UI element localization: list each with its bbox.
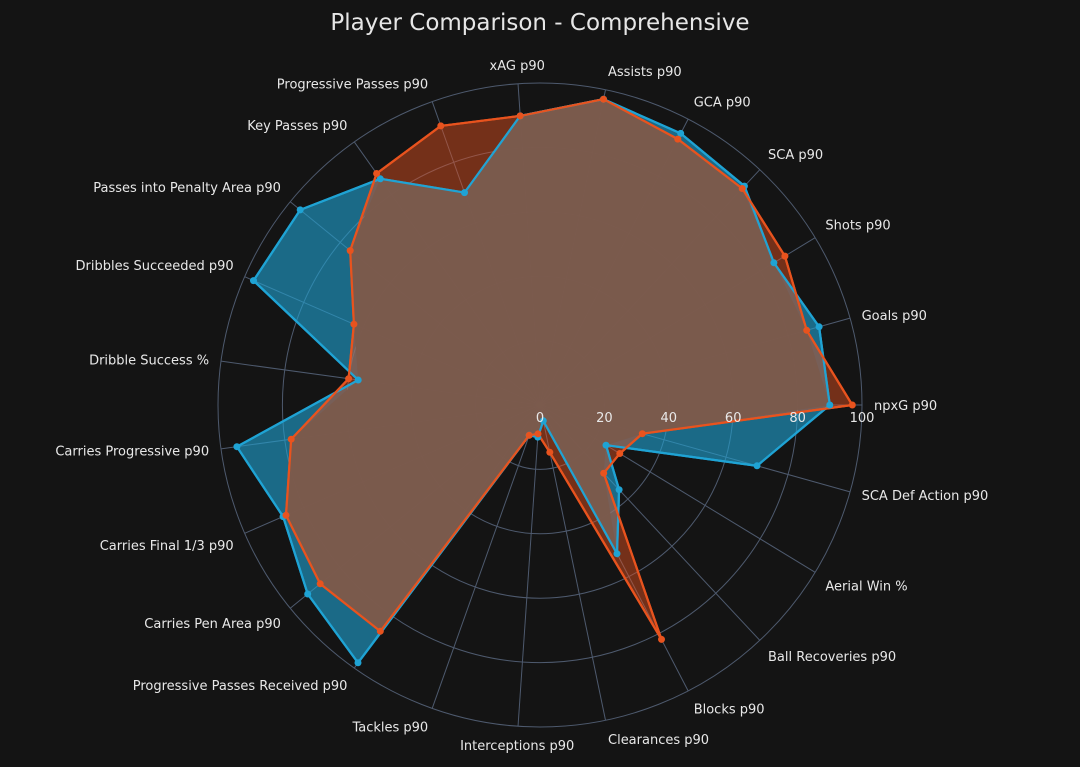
axis-label-4: GCA p90 [694, 95, 751, 110]
series-b-point-20 [600, 469, 608, 477]
series-a-point-19 [613, 550, 621, 558]
series-b-point-7 [437, 122, 445, 130]
axis-label-7: Progressive Passes p90 [277, 77, 428, 92]
series-b-point-2 [781, 252, 789, 260]
axis-label-21: Aerial Win % [825, 580, 907, 595]
axis-label-6: xAG p90 [490, 59, 545, 74]
series-b-point-3 [738, 185, 746, 192]
axis-label-19: Blocks p90 [694, 703, 765, 718]
axis-label-17: Interceptions p90 [460, 739, 574, 754]
series-b-point-15 [376, 627, 384, 635]
series-a-point-18 [539, 417, 547, 425]
axis-label-18: Clearances p90 [608, 733, 709, 748]
axis-label-5: Assists p90 [608, 65, 682, 80]
axis-label-8: Key Passes p90 [247, 119, 347, 134]
series-b-point-4 [674, 135, 682, 143]
r-tick-label: 40 [661, 411, 678, 426]
series-a-line [235, 98, 831, 665]
axis-label-16: Tackles p90 [351, 721, 428, 736]
series-a-point-11 [354, 376, 362, 384]
series-a-point-20 [615, 486, 623, 494]
series-b-point-1 [803, 326, 811, 334]
r-tick-label: 20 [596, 411, 613, 426]
r-tick-label: 60 [725, 411, 742, 426]
r-tick-label: 80 [789, 411, 806, 426]
axis-label-2: Shots p90 [825, 219, 890, 234]
axis-label-20: Ball Recoveries p90 [768, 650, 896, 665]
series-b-point-16 [525, 431, 533, 439]
series-b-point-9 [346, 247, 354, 255]
r-tick-label: 0 [536, 411, 544, 426]
series-a-point-21 [602, 441, 610, 449]
series-b-point-10 [350, 320, 358, 328]
series-overlap-area [286, 99, 830, 632]
series-b-point-22 [638, 430, 646, 438]
axis-label-22: SCA Def Action p90 [862, 489, 989, 504]
spoke-17 [517, 404, 541, 727]
series-b-point-12 [287, 435, 295, 443]
axis-label-0: npxG p90 [874, 399, 937, 414]
series-b-point-6 [516, 112, 524, 120]
axis-label-14: Carries Pen Area p90 [144, 617, 281, 632]
series-b-point-19 [658, 635, 665, 643]
axis-label-9: Passes into Penalty Area p90 [93, 181, 281, 196]
series-a-point-7 [461, 189, 468, 197]
axis-label-15: Progressive Passes Received p90 [133, 679, 348, 694]
series-a-point-9 [296, 206, 304, 214]
series-b-point-5 [600, 95, 607, 103]
series-b-point-8 [373, 170, 381, 177]
spoke-18 [539, 404, 607, 721]
r-tick-label: 100 [850, 411, 875, 426]
series-a-point-10 [250, 277, 257, 285]
series-a-point-14 [304, 590, 312, 598]
series-b-point-17 [534, 430, 542, 438]
series-a-point-2 [770, 259, 778, 267]
axis-label-11: Dribble Success % [89, 354, 209, 369]
series-b-point-0 [848, 401, 856, 409]
axis-label-12: Carries Progressive p90 [55, 445, 209, 460]
series-a-point-8 [376, 175, 384, 183]
series-b-point-18 [546, 448, 554, 456]
axis-label-10: Dribbles Succeeded p90 [75, 259, 233, 274]
series-b-point-14 [316, 580, 324, 588]
series-a-point-22 [753, 462, 761, 470]
chart-title: Player Comparison - Comprehensive [330, 10, 749, 36]
series-b-point-13 [282, 511, 290, 519]
axis-label-1: Goals p90 [862, 309, 927, 324]
series-b-point-11 [345, 375, 353, 383]
series-a-point-4 [677, 129, 685, 137]
series-b-point-21 [616, 450, 624, 457]
series-a-point-1 [815, 323, 823, 331]
axis-label-13: Carries Final 1/3 p90 [100, 539, 234, 554]
series-a-point-12 [233, 443, 241, 451]
spoke-16 [431, 404, 541, 709]
series-b-line [284, 98, 855, 640]
series-a-point-0 [826, 401, 834, 409]
axis-label-3: SCA p90 [768, 148, 823, 163]
series-a-point-15 [354, 659, 362, 667]
